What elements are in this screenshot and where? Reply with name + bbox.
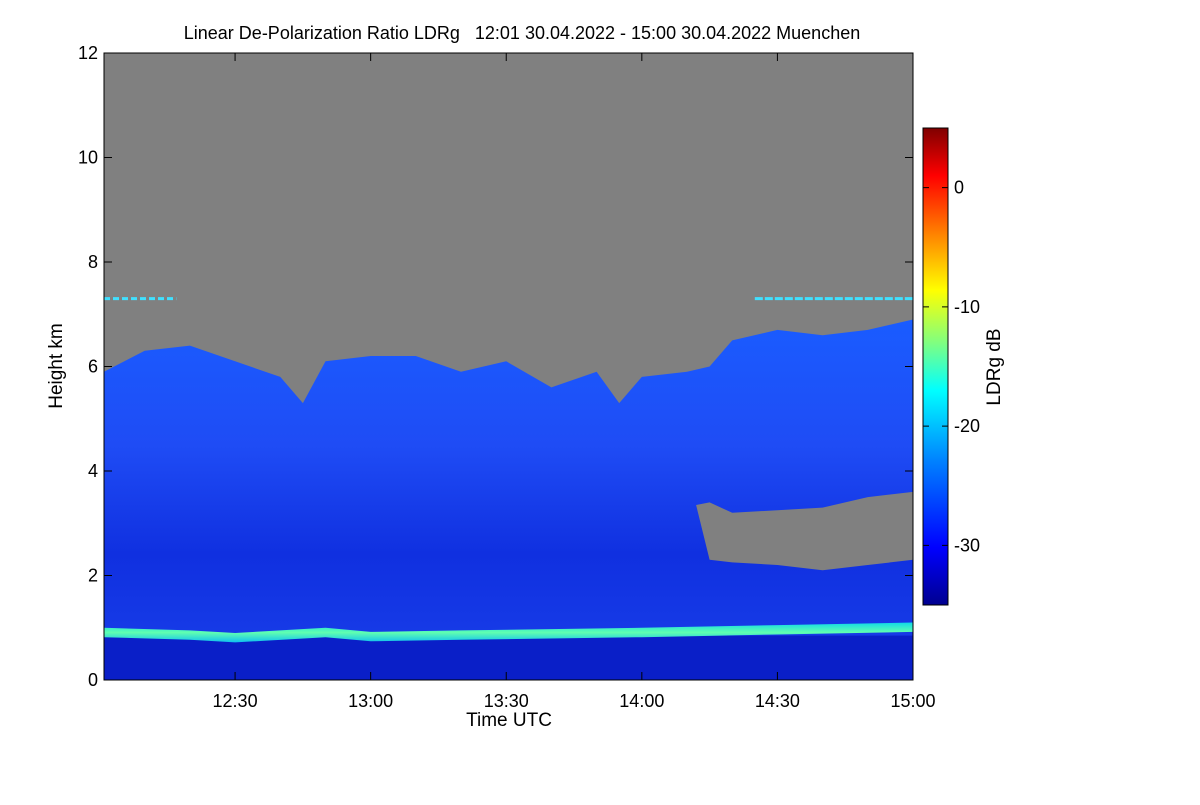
lower-no-data-gap [696,491,913,571]
signal-region [104,319,913,680]
y-tick-label: 4 [88,461,98,481]
x-tick-label: 12:30 [213,691,258,711]
y-tick-label: 6 [88,357,98,377]
y-axis-label: Height km [46,323,67,409]
x-tick-label: 15:00 [890,691,935,711]
x-axis-label: Time UTC [466,710,552,731]
x-axis: 12:30 13:00 13:30 14:00 14:30 15:00 [213,53,936,711]
colorbar-tick-label: -20 [954,416,980,436]
colorbar-tick-label: 0 [954,178,964,198]
x-tick-label: 13:30 [484,691,529,711]
y-tick-label: 2 [88,566,98,586]
x-tick-label: 13:00 [348,691,393,711]
y-tick-label: 0 [88,670,98,690]
colorbar-tick-label: -10 [954,297,980,317]
colorbar-tick-label: -30 [954,535,980,555]
colorbar-axis: 0 -10 -20 -30 [923,178,980,555]
y-axis: 0 2 4 6 8 10 12 [78,43,913,690]
y-tick-label: 10 [78,148,98,168]
boundary-layer-band [104,622,913,643]
plot-area [104,53,913,680]
chart-title: Linear De-Polarization Ratio LDRg 12:01 … [184,23,860,43]
colorbar-label: LDRg dB [984,328,1005,405]
near-ground-region [104,635,913,680]
x-tick-label: 14:30 [755,691,800,711]
x-tick-label: 14:00 [619,691,664,711]
y-tick-label: 12 [78,43,98,63]
colorbar [922,127,949,606]
y-tick-label: 8 [88,252,98,272]
